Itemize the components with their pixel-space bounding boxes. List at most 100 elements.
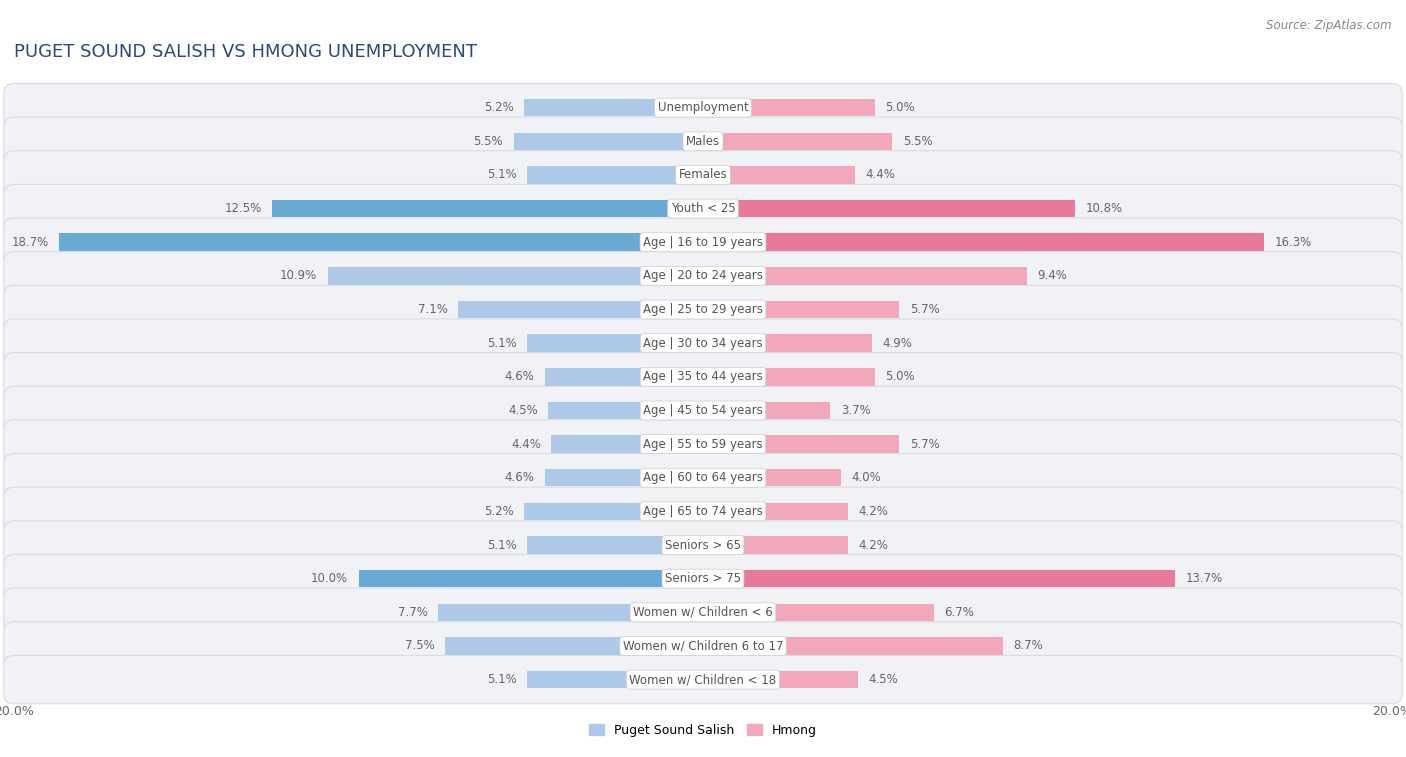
Text: 10.0%: 10.0%	[311, 572, 349, 585]
FancyBboxPatch shape	[4, 386, 1402, 435]
Text: 5.1%: 5.1%	[488, 673, 517, 686]
Text: Females: Females	[679, 169, 727, 182]
Bar	[527, 671, 703, 688]
Text: 10.8%: 10.8%	[1085, 202, 1122, 215]
Text: Women w/ Children < 18: Women w/ Children < 18	[630, 673, 776, 686]
Text: 9.4%: 9.4%	[1038, 269, 1067, 282]
Text: Age | 45 to 54 years: Age | 45 to 54 years	[643, 404, 763, 417]
Text: 4.6%: 4.6%	[505, 472, 534, 484]
Text: 4.5%: 4.5%	[869, 673, 898, 686]
Bar	[524, 99, 703, 117]
Bar	[703, 469, 841, 487]
Bar	[703, 603, 934, 621]
FancyBboxPatch shape	[4, 251, 1402, 300]
Text: PUGET SOUND SALISH VS HMONG UNEMPLOYMENT: PUGET SOUND SALISH VS HMONG UNEMPLOYMENT	[14, 42, 477, 61]
Bar	[527, 536, 703, 554]
Bar	[444, 637, 703, 655]
Text: 7.7%: 7.7%	[398, 606, 427, 618]
Bar	[703, 570, 1175, 587]
Text: 4.6%: 4.6%	[505, 370, 534, 383]
Text: Unemployment: Unemployment	[658, 101, 748, 114]
Text: 5.5%: 5.5%	[474, 135, 503, 148]
FancyBboxPatch shape	[4, 588, 1402, 637]
FancyBboxPatch shape	[4, 218, 1402, 266]
Text: 5.7%: 5.7%	[910, 438, 939, 450]
Text: Age | 30 to 34 years: Age | 30 to 34 years	[643, 337, 763, 350]
Text: Women w/ Children < 6: Women w/ Children < 6	[633, 606, 773, 618]
Text: 4.0%: 4.0%	[851, 472, 882, 484]
Text: Age | 20 to 24 years: Age | 20 to 24 years	[643, 269, 763, 282]
Bar	[59, 233, 703, 251]
Text: 18.7%: 18.7%	[11, 235, 48, 249]
FancyBboxPatch shape	[4, 420, 1402, 469]
Bar	[703, 301, 900, 318]
Bar	[524, 503, 703, 520]
Text: 5.1%: 5.1%	[488, 538, 517, 552]
Text: 4.9%: 4.9%	[882, 337, 912, 350]
Text: 5.2%: 5.2%	[484, 101, 513, 114]
FancyBboxPatch shape	[4, 488, 1402, 536]
Bar	[703, 503, 848, 520]
Bar	[273, 200, 703, 217]
FancyBboxPatch shape	[4, 285, 1402, 334]
Text: Age | 25 to 29 years: Age | 25 to 29 years	[643, 303, 763, 316]
Bar	[703, 536, 848, 554]
Bar	[544, 368, 703, 385]
Bar	[703, 671, 858, 688]
Bar	[703, 99, 875, 117]
FancyBboxPatch shape	[4, 117, 1402, 166]
Text: 6.7%: 6.7%	[945, 606, 974, 618]
FancyBboxPatch shape	[4, 185, 1402, 233]
Text: 4.2%: 4.2%	[858, 538, 887, 552]
Bar	[328, 267, 703, 285]
Bar	[703, 368, 875, 385]
Bar	[548, 402, 703, 419]
Bar	[551, 435, 703, 453]
Text: Age | 65 to 74 years: Age | 65 to 74 years	[643, 505, 763, 518]
FancyBboxPatch shape	[4, 353, 1402, 401]
Text: 13.7%: 13.7%	[1185, 572, 1222, 585]
Bar	[703, 233, 1264, 251]
Text: 8.7%: 8.7%	[1012, 640, 1043, 653]
Bar	[703, 267, 1026, 285]
Text: 4.2%: 4.2%	[858, 505, 887, 518]
Text: 5.1%: 5.1%	[488, 337, 517, 350]
Text: 12.5%: 12.5%	[225, 202, 262, 215]
Text: Seniors > 75: Seniors > 75	[665, 572, 741, 585]
Bar	[458, 301, 703, 318]
Text: Males: Males	[686, 135, 720, 148]
Text: 5.0%: 5.0%	[886, 101, 915, 114]
Text: 4.4%: 4.4%	[865, 169, 894, 182]
Text: Age | 16 to 19 years: Age | 16 to 19 years	[643, 235, 763, 249]
Text: 5.0%: 5.0%	[886, 370, 915, 383]
FancyBboxPatch shape	[4, 521, 1402, 569]
Text: Age | 60 to 64 years: Age | 60 to 64 years	[643, 472, 763, 484]
Text: Women w/ Children 6 to 17: Women w/ Children 6 to 17	[623, 640, 783, 653]
FancyBboxPatch shape	[4, 621, 1402, 670]
Bar	[703, 402, 831, 419]
FancyBboxPatch shape	[4, 151, 1402, 199]
Bar	[527, 167, 703, 184]
Bar	[703, 167, 855, 184]
Bar	[437, 603, 703, 621]
Text: 5.7%: 5.7%	[910, 303, 939, 316]
Bar	[703, 335, 872, 352]
Text: 7.1%: 7.1%	[418, 303, 449, 316]
Text: 5.5%: 5.5%	[903, 135, 932, 148]
Bar	[513, 132, 703, 150]
Text: 16.3%: 16.3%	[1275, 235, 1312, 249]
Bar	[527, 335, 703, 352]
Text: 4.4%: 4.4%	[512, 438, 541, 450]
Text: 10.9%: 10.9%	[280, 269, 318, 282]
FancyBboxPatch shape	[4, 453, 1402, 502]
Bar	[703, 637, 1002, 655]
Text: Source: ZipAtlas.com: Source: ZipAtlas.com	[1267, 19, 1392, 32]
Text: 3.7%: 3.7%	[841, 404, 870, 417]
Text: Seniors > 65: Seniors > 65	[665, 538, 741, 552]
Text: 7.5%: 7.5%	[405, 640, 434, 653]
FancyBboxPatch shape	[4, 554, 1402, 603]
FancyBboxPatch shape	[4, 83, 1402, 132]
FancyBboxPatch shape	[4, 656, 1402, 704]
Bar	[703, 200, 1076, 217]
Text: 4.5%: 4.5%	[508, 404, 537, 417]
